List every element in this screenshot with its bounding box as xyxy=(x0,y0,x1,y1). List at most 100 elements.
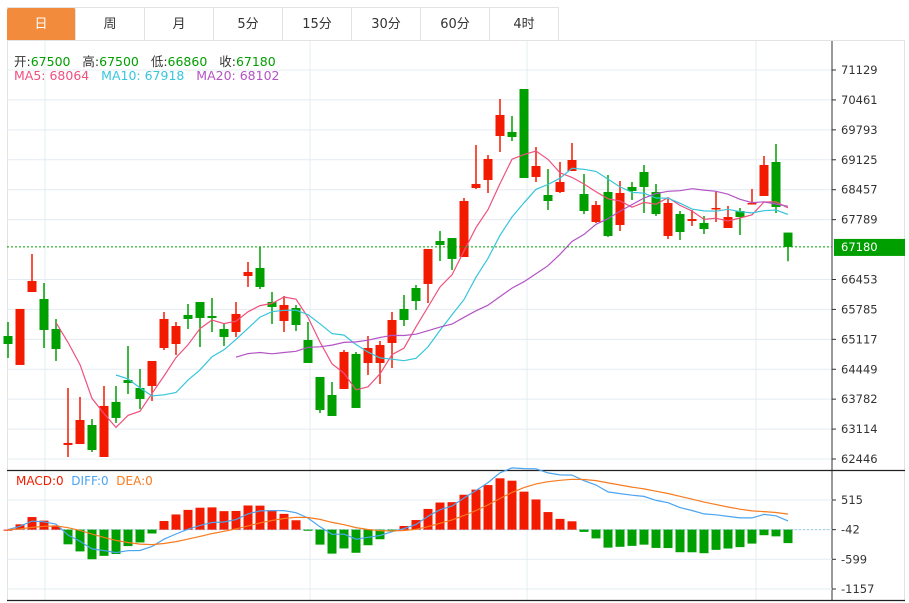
tab-2[interactable]: 月 xyxy=(145,8,214,41)
tab-6[interactable]: 60分 xyxy=(421,8,490,41)
tab-5[interactable]: 30分 xyxy=(352,8,421,41)
macd-bar-negative xyxy=(747,529,757,544)
candle-up xyxy=(15,308,25,365)
candle-up xyxy=(243,272,253,276)
tab-1[interactable]: 周 xyxy=(76,8,145,41)
macd-value: MACD:0 xyxy=(16,474,64,488)
candle-up xyxy=(171,325,181,344)
macd-bar-negative xyxy=(123,529,133,547)
candle-down xyxy=(291,307,301,326)
macd-bar-negative xyxy=(663,529,673,549)
price-tick-label: 67789 xyxy=(841,213,878,227)
ma5-line xyxy=(55,150,789,429)
candle-up xyxy=(363,347,373,363)
price-tick-label: 65785 xyxy=(841,302,878,316)
macd-bar-positive xyxy=(207,507,217,530)
macd-bar-positive xyxy=(171,514,181,530)
diff-value: DIFF:0 xyxy=(71,474,109,488)
macd-bar-negative xyxy=(327,529,337,554)
macd-bar-negative xyxy=(627,529,637,546)
candle-up xyxy=(483,158,493,180)
macd-bar-negative xyxy=(63,529,73,545)
candle-down xyxy=(195,301,205,318)
macd-bar-negative xyxy=(147,529,157,534)
macd-bar-positive xyxy=(495,478,505,530)
candle-up xyxy=(147,360,157,386)
macd-bar-negative xyxy=(303,529,313,531)
macd-bar-negative xyxy=(675,529,685,553)
macd-bar-negative xyxy=(135,529,145,543)
candle-up xyxy=(711,207,721,210)
candle-down xyxy=(123,379,133,383)
candle-down xyxy=(783,232,793,247)
candle-down xyxy=(183,314,193,319)
candle-up xyxy=(27,280,37,292)
high-label: 高: xyxy=(82,54,100,69)
price-tick-label: 69793 xyxy=(841,123,878,137)
macd-bar-positive xyxy=(51,526,61,530)
macd-bar-positive xyxy=(243,505,253,530)
close-value: 67180 xyxy=(235,54,276,69)
macd-bar-negative xyxy=(375,529,385,540)
dea-value: DEA:0 xyxy=(116,474,153,488)
macd-bar-positive xyxy=(507,480,517,530)
macd-bar-negative xyxy=(783,529,793,544)
ma20-value: MA20: 68102 xyxy=(196,68,280,83)
candle-up xyxy=(531,166,541,177)
macd-bar-positive xyxy=(447,502,457,530)
candle-up xyxy=(63,442,73,445)
candle-up xyxy=(591,204,601,223)
macd-bar-negative xyxy=(771,529,781,537)
price-tick-label: 63782 xyxy=(841,392,878,406)
macd-bar-positive xyxy=(471,489,481,530)
candle-down xyxy=(315,376,325,410)
candle-down xyxy=(543,194,553,201)
macd-bar-positive xyxy=(555,518,565,530)
macd-bar-negative xyxy=(351,529,361,553)
current-price-label: 67180 xyxy=(841,240,878,254)
tab-4[interactable]: 15分 xyxy=(283,8,352,41)
candle-down xyxy=(351,353,361,408)
candle-up xyxy=(387,319,397,343)
candle-up xyxy=(279,304,289,321)
macd-tick-label: -599 xyxy=(841,552,867,566)
macd-bar-negative xyxy=(87,529,97,560)
tab-0[interactable]: 日 xyxy=(7,8,76,41)
candle-up xyxy=(555,182,565,192)
macd-bar-negative xyxy=(99,529,109,556)
candle-up xyxy=(339,351,349,389)
low-label: 低: xyxy=(150,54,168,69)
ma20-line xyxy=(235,188,789,358)
current-price-badge xyxy=(834,238,905,256)
macd-bar-positive xyxy=(3,529,13,531)
macd-bar-positive xyxy=(399,525,409,530)
macd-bar-positive xyxy=(567,521,577,530)
ma5-value: MA5: 68064 xyxy=(14,68,90,83)
tab-7[interactable]: 4时 xyxy=(490,8,559,41)
ma10-value: MA10: 67918 xyxy=(101,68,185,83)
price-tick-label: 64449 xyxy=(841,362,878,376)
candle-down xyxy=(135,387,145,399)
price-tick-label: 66453 xyxy=(841,272,878,286)
candle-up xyxy=(75,419,85,444)
candle-up xyxy=(99,405,109,457)
candle-down xyxy=(111,401,121,418)
price-tick-label: 65117 xyxy=(841,332,878,346)
macd-bar-positive xyxy=(15,524,25,530)
candle-down xyxy=(207,315,217,318)
candle-down xyxy=(411,287,421,301)
macd-bar-positive xyxy=(279,513,289,530)
candle-up xyxy=(723,216,733,229)
macd-bar-negative xyxy=(315,529,325,545)
low-value: 66860 xyxy=(167,54,208,69)
price-tick-label: 63114 xyxy=(841,422,878,436)
tab-3[interactable]: 5分 xyxy=(214,8,283,41)
candle-down xyxy=(3,335,13,344)
candle-up xyxy=(615,192,625,226)
candle-down xyxy=(447,238,457,259)
macd-bar-positive xyxy=(183,509,193,530)
period-tabs: 日周月 5分 15分 30分 60分 4时 xyxy=(7,7,559,41)
macd-bar-negative xyxy=(699,529,709,554)
candle-down xyxy=(255,267,265,287)
